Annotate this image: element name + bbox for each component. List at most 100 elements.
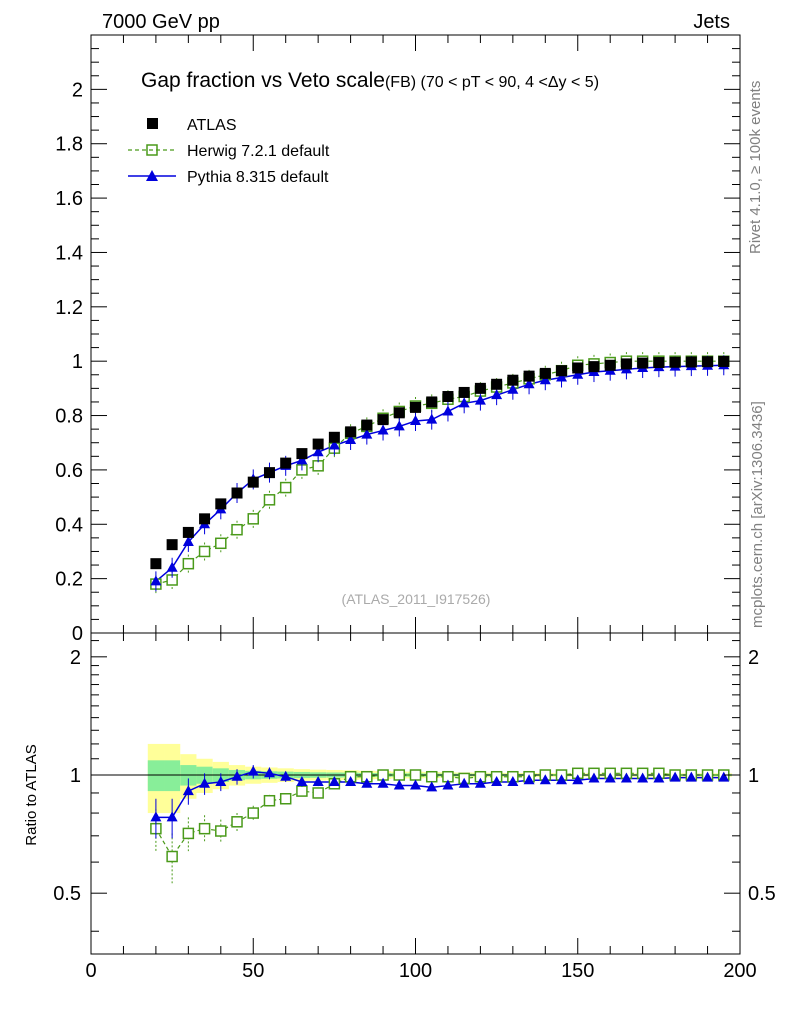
atlas-point xyxy=(491,378,503,390)
ratio-pythia-point xyxy=(556,774,568,785)
ratio-pythia-point xyxy=(247,765,259,776)
legend-herwig-marker xyxy=(146,144,158,156)
ratio-pythia-point xyxy=(702,771,714,782)
atlas-point xyxy=(215,498,227,510)
ratio-pythia-point xyxy=(263,767,275,778)
side-rivet-label: Rivet 4.1.0, ≥ 100k events xyxy=(747,81,764,254)
main-ytick-label: 1 xyxy=(72,351,83,373)
atlas-point xyxy=(507,374,519,386)
herwig-point xyxy=(215,537,227,550)
ratio-pythia-point xyxy=(296,775,308,786)
ratio-ytick-label-right: 2 xyxy=(748,647,759,669)
ratio-ytick-label-right: 1 xyxy=(748,765,759,787)
ratio-pythia-point xyxy=(620,772,632,783)
atlas-point xyxy=(393,407,405,419)
pythia-point xyxy=(312,446,324,457)
atlas-point xyxy=(199,513,211,525)
ratio-pythia-point xyxy=(539,774,551,785)
atlas-point xyxy=(669,356,681,368)
herwig-point xyxy=(198,545,211,558)
atlas-point xyxy=(296,448,308,460)
ratio-pythia-point xyxy=(507,775,519,786)
atlas-point xyxy=(572,362,584,374)
ratio-pythia-point xyxy=(166,811,178,822)
ratio-pythia-point xyxy=(328,775,340,786)
pythia-point xyxy=(539,374,551,385)
main-ytick-label: 0.2 xyxy=(55,569,83,591)
chart-title-main: Gap fraction vs Veto scale xyxy=(141,69,385,92)
chart-title: Gap fraction vs Veto scale(FB) (70 < pT … xyxy=(141,69,599,92)
ratio-pythia-point xyxy=(280,770,292,781)
atlas-point xyxy=(620,358,632,370)
pythia-point xyxy=(150,575,162,586)
herwig-point xyxy=(247,513,259,525)
herwig-line xyxy=(155,360,724,585)
ratio-xtick-label: 100 xyxy=(399,960,432,982)
pythia-point xyxy=(345,434,357,445)
ratio-pythia-point xyxy=(410,779,421,790)
ratio-herwig-point xyxy=(182,827,195,840)
main-ytick-label: 0.8 xyxy=(55,406,83,428)
pythia-point xyxy=(474,394,486,405)
atlas-point xyxy=(458,386,470,398)
ratio-pythia-point xyxy=(491,775,503,786)
atlas-point xyxy=(312,438,324,450)
pythia-point xyxy=(556,371,568,382)
ratio-pythia-point xyxy=(215,775,227,786)
atlas-point xyxy=(231,487,243,499)
atlas-point xyxy=(474,382,486,394)
legend: ATLAS Herwig 7.2.1 default Pythia 8.315 … xyxy=(128,117,330,186)
ratio-panel-axes: 0.5 0.5 1 1 2 2 0 50 100 150 200 xyxy=(53,633,776,982)
ratio-herwig-point xyxy=(296,785,308,797)
main-ytick-label: 0.6 xyxy=(55,460,83,482)
main-ytick-label: 2 xyxy=(72,79,83,101)
main-ytick-label: 1.6 xyxy=(55,188,83,210)
atlas-point xyxy=(377,414,389,426)
ratio-pythia-point xyxy=(523,774,535,785)
pythia-line xyxy=(155,364,724,582)
pythia-point xyxy=(410,414,421,425)
atlas-point xyxy=(556,365,568,377)
ratio-herwig-point xyxy=(247,807,259,819)
ratio-ytick-label: 0.5 xyxy=(53,883,81,905)
ratio-pythia-point xyxy=(442,779,454,790)
atlas-point xyxy=(280,457,292,469)
herwig-point xyxy=(182,557,195,570)
pythia-point xyxy=(328,439,340,450)
header-left: 7000 GeV pp xyxy=(102,11,220,33)
ratio-pythia-point xyxy=(150,811,162,822)
pythia-point xyxy=(182,535,194,546)
ratio-xtick-label: 200 xyxy=(723,960,756,982)
legend-atlas-marker xyxy=(147,118,158,129)
legend-herwig-label: Herwig 7.2.1 default xyxy=(187,143,330,160)
pythia-point xyxy=(458,397,470,408)
atlas-point xyxy=(361,419,373,431)
ratio-herwig-point xyxy=(231,816,243,828)
atlas-point xyxy=(653,357,665,369)
herwig-point xyxy=(312,460,324,472)
ratio-herwig-point xyxy=(425,770,438,783)
atlas-point xyxy=(182,526,194,538)
ratio-pythia-point xyxy=(669,771,681,782)
atlas-point xyxy=(604,359,616,371)
ratio-pythia-point xyxy=(377,777,389,788)
ratio-herwig-point xyxy=(312,787,324,799)
legend-pythia-marker xyxy=(146,170,158,181)
atlas-point xyxy=(442,391,454,403)
ratio-pythia-point xyxy=(458,777,470,788)
atlas-point xyxy=(263,467,275,479)
atlas-point xyxy=(718,355,730,367)
header-right: Jets xyxy=(693,11,730,33)
legend-pythia-label: Pythia 8.315 default xyxy=(187,169,329,186)
pythia-point xyxy=(442,405,454,416)
ratio-herwig-point xyxy=(215,825,227,837)
ratio-ylabel: Ratio to ATLAS xyxy=(23,744,40,845)
ratio-herwig-point xyxy=(393,769,406,781)
pythia-point xyxy=(572,368,584,379)
ratio-ytick-label-right: 0.5 xyxy=(748,883,776,905)
watermark: (ATLAS_2011_I917526) xyxy=(342,591,491,607)
main-ytick-label: 1.8 xyxy=(55,134,83,156)
atlas-point xyxy=(523,370,535,382)
atlas-point xyxy=(328,431,340,443)
atlas-point xyxy=(345,426,357,438)
